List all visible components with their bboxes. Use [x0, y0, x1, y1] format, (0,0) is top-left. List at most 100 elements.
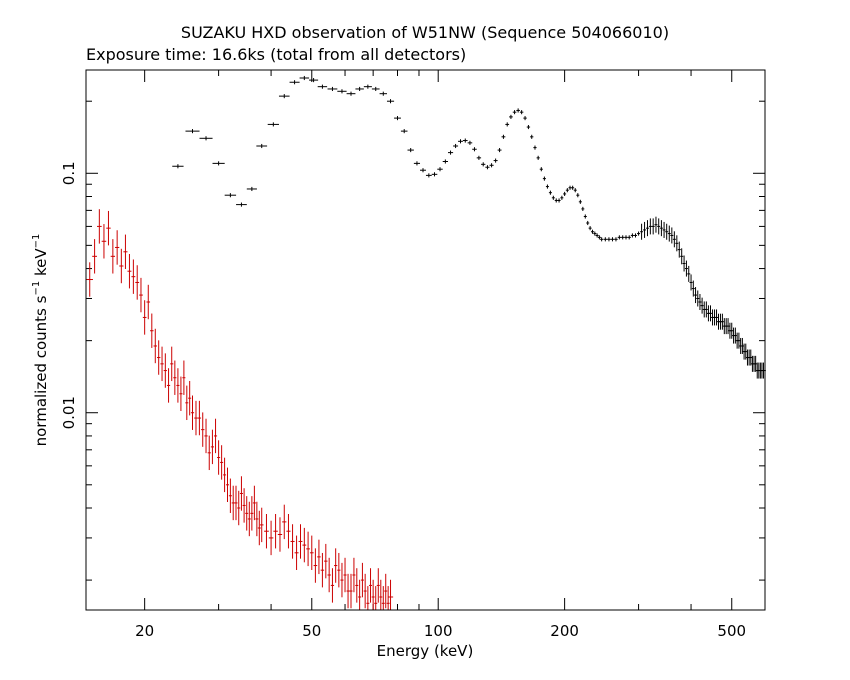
- data-point: [467, 140, 473, 145]
- data-point: [590, 229, 594, 234]
- data-point: [512, 110, 517, 115]
- data-point: [127, 253, 132, 289]
- data-point: [627, 235, 631, 240]
- data-point: [698, 294, 702, 311]
- data-point: [715, 309, 719, 326]
- data-point: [106, 210, 111, 246]
- data-point: [201, 412, 205, 447]
- y-axis-label-exp-1: −1: [31, 281, 42, 296]
- y-tick-label: 0.1: [60, 161, 78, 185]
- data-point: [371, 579, 375, 610]
- data-point: [259, 507, 264, 543]
- data-series: [86, 75, 766, 610]
- data-point: [223, 457, 227, 493]
- data-point: [273, 513, 278, 549]
- data-point: [617, 235, 622, 240]
- data-point: [597, 235, 601, 240]
- data-point: [337, 89, 347, 94]
- data-point: [324, 543, 328, 579]
- data-point: [234, 485, 238, 521]
- data-point: [637, 231, 641, 236]
- data-point: [110, 239, 116, 274]
- data-point: [586, 220, 590, 226]
- data-point: [657, 218, 661, 235]
- data-point: [384, 573, 388, 609]
- data-point: [431, 172, 438, 177]
- data-point: [255, 501, 259, 537]
- data-point: [536, 155, 540, 160]
- data-point: [726, 318, 730, 335]
- data-point: [309, 535, 314, 571]
- data-point: [346, 91, 356, 96]
- data-point: [282, 504, 287, 540]
- x-axis-label: Energy (keV): [377, 642, 474, 660]
- data-point: [576, 193, 580, 198]
- data-point: [268, 520, 274, 556]
- data-point: [545, 184, 549, 189]
- data-point: [210, 429, 214, 465]
- data-point: [607, 237, 611, 242]
- data-point: [194, 400, 198, 436]
- data-point: [204, 418, 208, 454]
- data-point: [330, 568, 335, 603]
- data-point: [220, 445, 224, 480]
- data-point: [662, 221, 666, 238]
- data-point: [573, 188, 577, 193]
- data-point: [600, 237, 604, 242]
- data-point: [250, 496, 254, 531]
- data-point: [614, 237, 618, 242]
- data-point: [672, 231, 676, 248]
- data-point: [687, 265, 691, 282]
- data-point: [290, 524, 295, 559]
- data-point: [523, 116, 527, 121]
- data-point: [407, 148, 414, 153]
- data-point: [213, 418, 218, 454]
- data-point: [740, 337, 744, 354]
- data-point: [691, 280, 695, 297]
- data-point: [704, 301, 708, 318]
- data-point: [185, 385, 189, 421]
- data-point: [501, 134, 506, 139]
- data-point: [516, 108, 520, 113]
- data-point: [519, 110, 524, 115]
- data-point: [371, 86, 380, 92]
- data-point: [425, 173, 432, 178]
- data-point: [153, 328, 158, 364]
- data-point: [530, 134, 534, 139]
- data-point: [334, 548, 338, 583]
- data-point: [343, 557, 347, 593]
- data-point: [131, 259, 136, 294]
- data-point: [313, 548, 318, 583]
- data-point: [320, 552, 325, 588]
- data-point: [603, 237, 608, 242]
- data-point: [237, 490, 241, 526]
- data-point: [497, 148, 502, 153]
- data-point: [387, 579, 394, 610]
- x-tick-label: 100: [424, 622, 453, 640]
- data-point: [659, 220, 663, 237]
- data-point: [568, 185, 572, 190]
- y-axis-ticks: 0.01 0.1: [60, 100, 765, 581]
- data-point: [696, 290, 700, 307]
- data-point: [413, 161, 421, 166]
- data-point: [754, 355, 758, 372]
- chart-title: SUZAKU HXD observation of W51NW (Sequenc…: [181, 23, 669, 42]
- chart-subtitle: Exposure time: 16.6ks (total from all de…: [86, 45, 466, 64]
- data-point: [481, 162, 486, 167]
- data-point: [548, 190, 552, 195]
- data-point: [730, 322, 734, 339]
- data-point: [179, 376, 183, 411]
- data-point: [224, 193, 237, 198]
- data-point: [242, 488, 246, 523]
- y-axis-label-prefix: normalized counts s: [32, 295, 50, 446]
- data-point: [142, 300, 147, 335]
- data-point: [453, 143, 459, 149]
- data-point: [737, 332, 741, 349]
- data-point: [595, 233, 599, 238]
- data-point: [571, 185, 575, 190]
- data-point: [286, 513, 291, 549]
- data-point: [217, 440, 221, 475]
- data-point: [379, 91, 387, 96]
- data-point: [207, 435, 211, 471]
- series-1: [172, 75, 766, 379]
